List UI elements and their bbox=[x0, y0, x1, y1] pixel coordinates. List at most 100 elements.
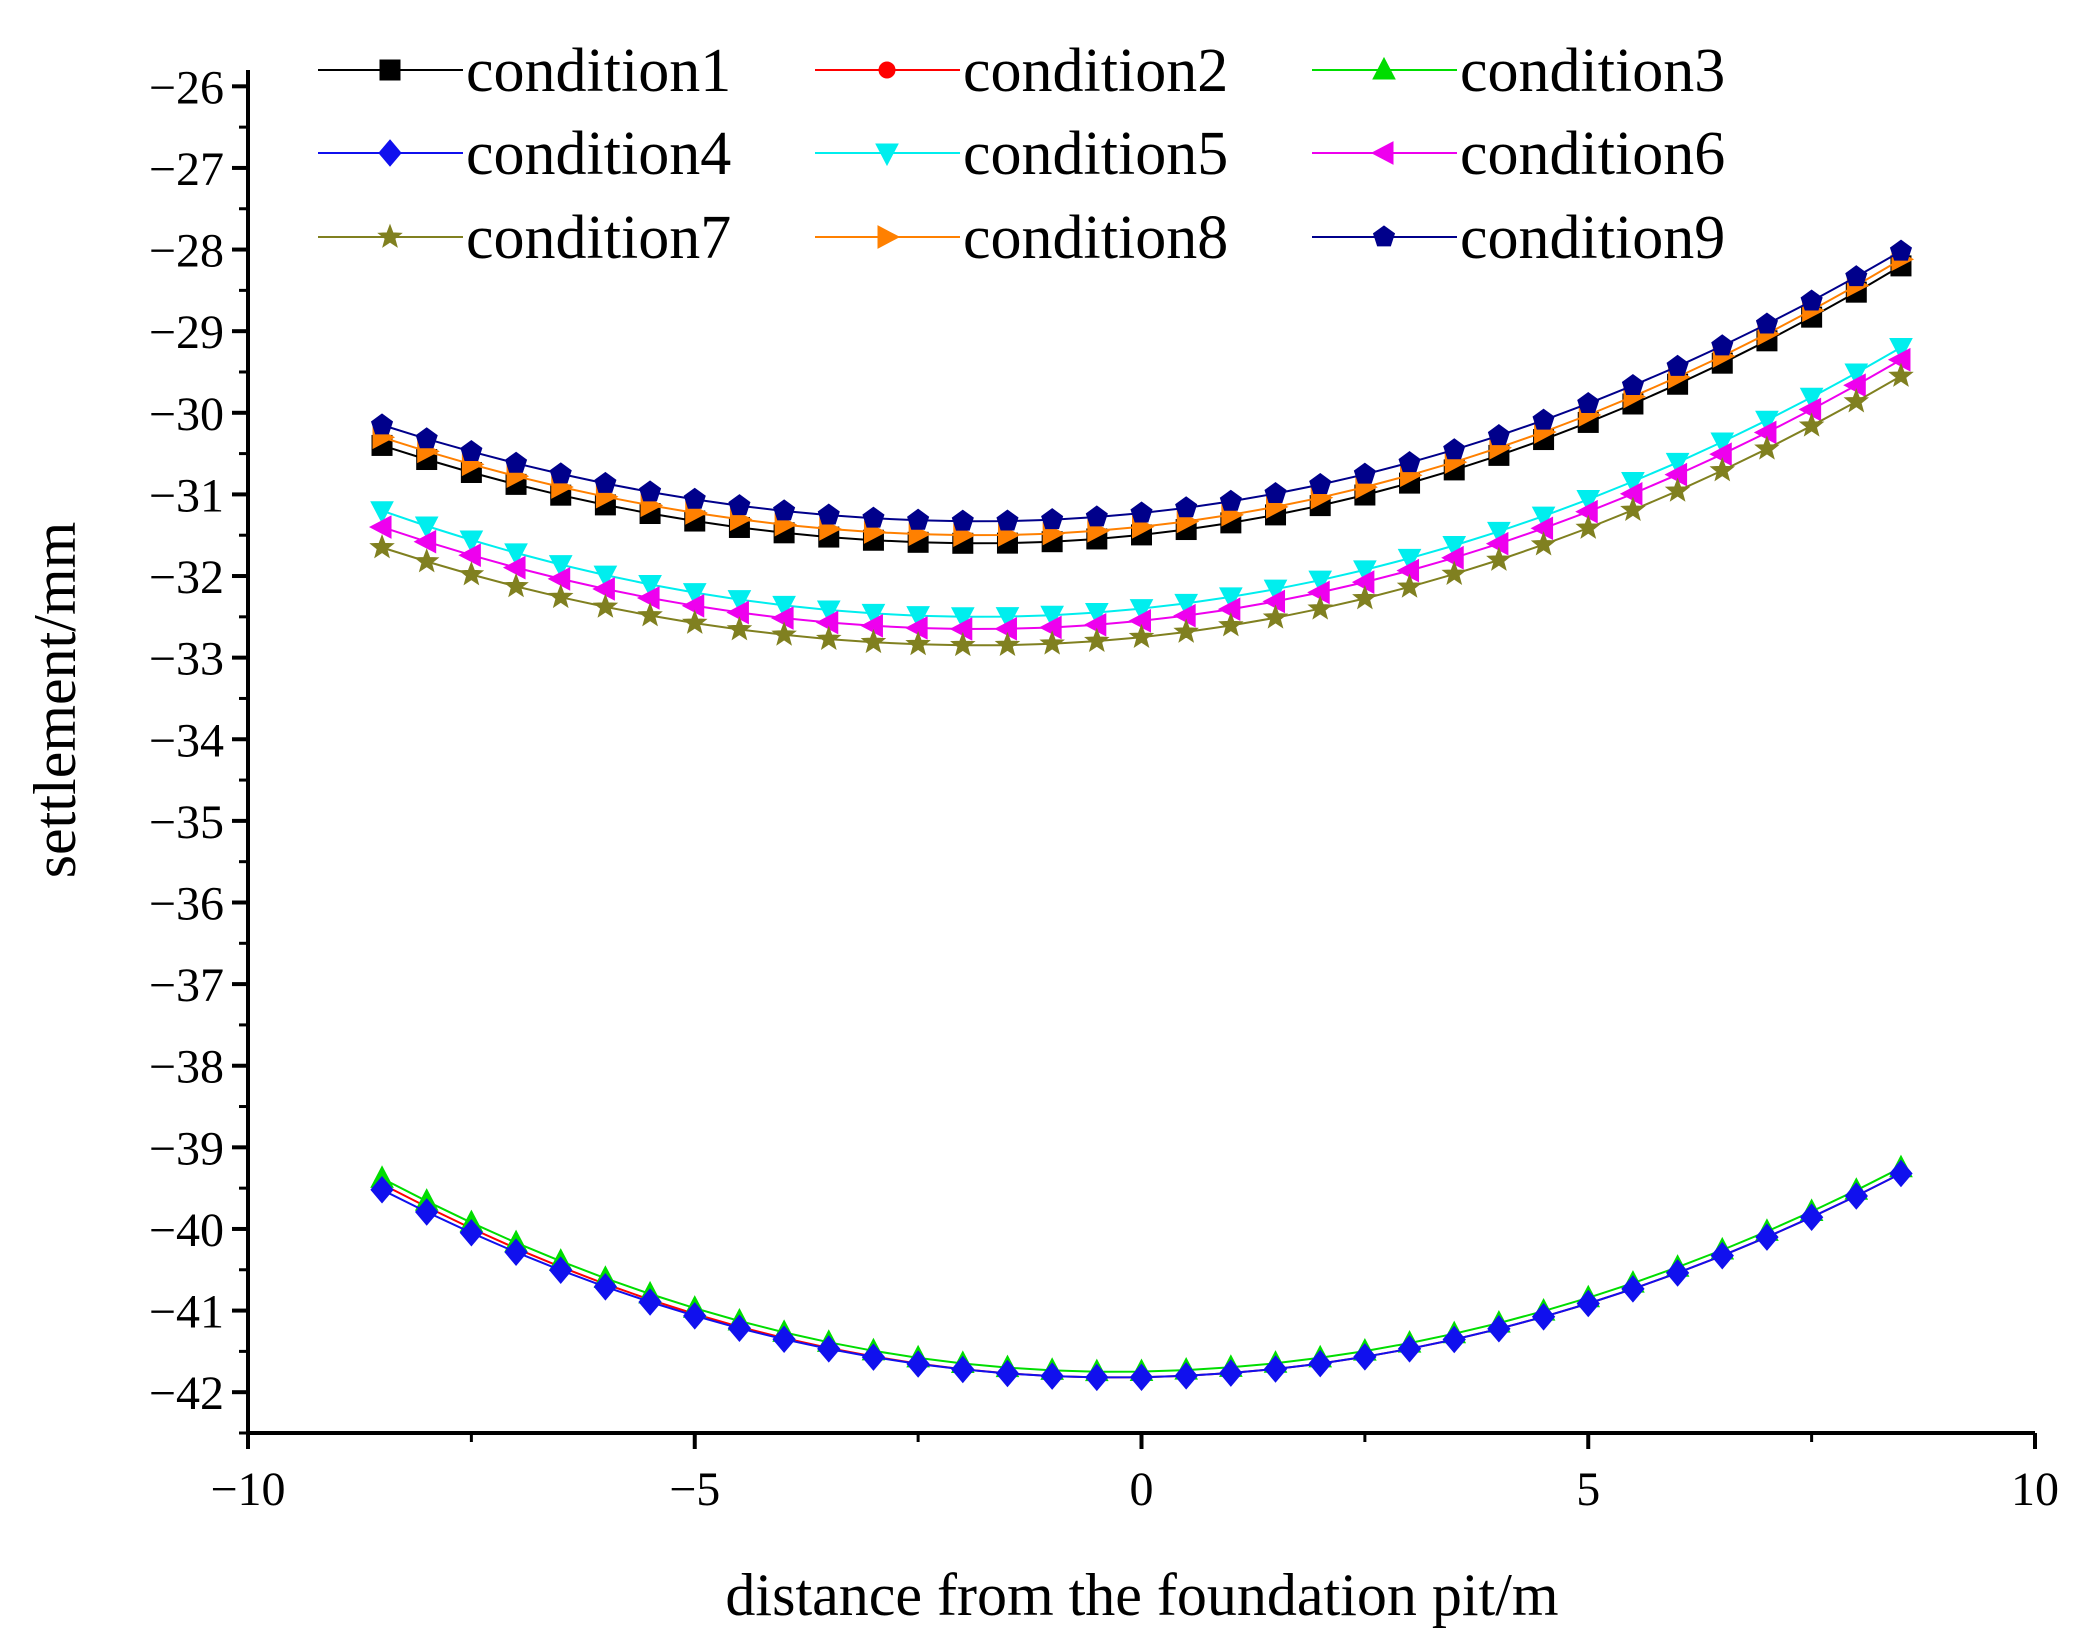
data-point bbox=[1262, 604, 1289, 629]
data-point bbox=[1486, 546, 1512, 571]
data-point bbox=[1219, 489, 1242, 511]
data-point bbox=[1441, 560, 1467, 585]
data-point bbox=[950, 607, 975, 630]
data-point bbox=[860, 613, 883, 638]
data-point bbox=[1799, 1203, 1824, 1231]
data-point bbox=[905, 616, 928, 640]
legend-marker bbox=[1372, 56, 1396, 80]
data-point bbox=[1219, 1359, 1243, 1387]
data-point bbox=[1085, 505, 1108, 527]
y-tick-label: −35 bbox=[149, 796, 224, 849]
legend-marker bbox=[379, 59, 401, 81]
data-point bbox=[1307, 595, 1333, 620]
data-point bbox=[415, 427, 438, 449]
x-tick-label: −10 bbox=[210, 1463, 285, 1516]
y-tick-label: −29 bbox=[149, 306, 224, 359]
data-point bbox=[1709, 457, 1736, 482]
data-point bbox=[1308, 570, 1333, 594]
legend-label: condition8 bbox=[963, 204, 1228, 272]
y-tick-label: −31 bbox=[149, 469, 224, 522]
data-point bbox=[1710, 1241, 1734, 1270]
data-point bbox=[1798, 412, 1825, 437]
data-point bbox=[1888, 362, 1914, 387]
data-point bbox=[1709, 442, 1732, 467]
legend-marker bbox=[1372, 225, 1396, 247]
data-point bbox=[547, 583, 574, 609]
data-point bbox=[1619, 481, 1643, 506]
data-point bbox=[728, 494, 751, 516]
data-point bbox=[771, 621, 797, 646]
data-point bbox=[1753, 420, 1777, 445]
data-point bbox=[1664, 477, 1691, 502]
x-tick-label: 0 bbox=[1130, 1463, 1154, 1516]
data-point bbox=[1130, 501, 1153, 523]
data-point bbox=[1397, 1335, 1422, 1363]
series-condition4 bbox=[370, 1159, 1913, 1392]
data-point bbox=[1755, 1223, 1779, 1251]
data-point bbox=[772, 595, 796, 619]
data-point bbox=[415, 1198, 439, 1226]
data-point bbox=[1264, 481, 1287, 504]
data-point bbox=[459, 1219, 484, 1247]
data-point bbox=[1889, 1159, 1913, 1188]
data-point bbox=[547, 567, 571, 591]
x-tick-label: −5 bbox=[669, 1463, 720, 1516]
data-point bbox=[1799, 387, 1824, 411]
data-point bbox=[458, 543, 481, 568]
legend-item-condition5: condition5 bbox=[815, 120, 1228, 188]
data-point bbox=[951, 509, 974, 531]
legend-item-condition4: condition4 bbox=[318, 120, 731, 188]
legend-marker bbox=[875, 143, 899, 167]
data-point bbox=[682, 583, 707, 606]
data-point bbox=[996, 509, 1019, 531]
data-point bbox=[1844, 363, 1869, 387]
data-point bbox=[1084, 627, 1110, 652]
data-point bbox=[1352, 585, 1378, 610]
data-point bbox=[950, 631, 976, 657]
legend-label: condition4 bbox=[466, 120, 731, 188]
y-tick-label: −39 bbox=[149, 1122, 224, 1175]
data-point bbox=[1798, 397, 1822, 422]
data-point bbox=[817, 503, 840, 525]
data-point bbox=[1396, 573, 1423, 598]
data-point bbox=[1844, 1182, 1868, 1210]
data-point bbox=[1621, 472, 1645, 495]
y-tick-label: −42 bbox=[149, 1367, 224, 1420]
data-point bbox=[1128, 609, 1151, 633]
data-point bbox=[1487, 1315, 1511, 1343]
y-tick-label: −40 bbox=[149, 1204, 224, 1257]
legend-item-condition9: condition9 bbox=[1312, 204, 1725, 272]
data-point bbox=[1664, 462, 1688, 487]
legend-item-condition3: condition3 bbox=[1312, 37, 1725, 105]
data-point bbox=[1487, 521, 1511, 545]
data-point bbox=[1309, 472, 1332, 494]
data-point bbox=[1576, 1289, 1600, 1318]
x-axis-label: distance from the foundation pit/m bbox=[725, 1562, 1558, 1628]
y-axis-label: settlement/mm bbox=[22, 522, 88, 879]
legend-item-condition7: condition7 bbox=[318, 204, 731, 272]
legend-marker bbox=[877, 225, 901, 249]
y-tick-label: −38 bbox=[149, 1041, 224, 1094]
legend-marker bbox=[378, 139, 402, 167]
y-tick-label: −32 bbox=[149, 551, 224, 604]
data-point bbox=[1845, 265, 1868, 287]
data-point bbox=[1397, 548, 1422, 572]
data-point bbox=[816, 625, 842, 650]
data-point bbox=[1351, 570, 1375, 594]
data-point bbox=[1531, 506, 1556, 530]
series-condition9 bbox=[370, 239, 1913, 531]
legend-label: condition2 bbox=[963, 37, 1228, 105]
data-point bbox=[1353, 1343, 1377, 1371]
data-point bbox=[1039, 630, 1065, 655]
data-point bbox=[593, 565, 618, 589]
data-point bbox=[1129, 1363, 1154, 1392]
data-point bbox=[1754, 435, 1780, 460]
data-point bbox=[638, 1288, 662, 1316]
data-point bbox=[1441, 545, 1464, 570]
data-point bbox=[1442, 536, 1467, 559]
data-point bbox=[549, 462, 572, 484]
data-point bbox=[1621, 374, 1644, 396]
data-point bbox=[1485, 531, 1509, 556]
data-point bbox=[1577, 391, 1600, 413]
data-point bbox=[815, 610, 839, 635]
